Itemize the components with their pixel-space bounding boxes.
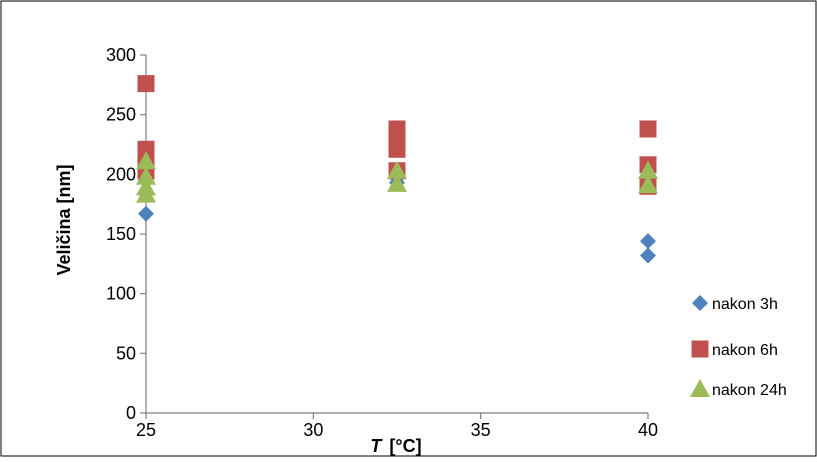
data-point bbox=[136, 184, 156, 203]
x-axis-symbol: T bbox=[370, 436, 383, 456]
y-tick-label: 250 bbox=[106, 105, 136, 125]
y-tick-label: 0 bbox=[126, 403, 136, 423]
data-point bbox=[387, 160, 407, 179]
data-point bbox=[640, 233, 656, 250]
data-point bbox=[137, 75, 155, 93]
data-point bbox=[387, 173, 407, 192]
legend-label: nakon 6h bbox=[712, 342, 778, 359]
legend: nakon 3h nakon 6h nakon 24h bbox=[690, 295, 787, 399]
tick-labels: 0 50 100 150 200 250 300 25 30 35 40 bbox=[106, 45, 658, 440]
data-point bbox=[388, 140, 406, 158]
data-point bbox=[638, 160, 658, 179]
y-tick-label: 150 bbox=[106, 224, 136, 244]
legend-marker bbox=[691, 340, 709, 358]
data-point bbox=[136, 166, 156, 185]
legend-label: nakon 3h bbox=[712, 296, 778, 313]
x-tick-label: 35 bbox=[471, 420, 491, 440]
legend-label: nakon 24h bbox=[712, 382, 787, 399]
data-point bbox=[136, 151, 156, 170]
y-tick-label: 100 bbox=[106, 284, 136, 304]
x-tick-label: 25 bbox=[136, 420, 156, 440]
data-points bbox=[136, 75, 658, 264]
legend-marker bbox=[690, 379, 710, 397]
y-tick-label: 300 bbox=[106, 45, 136, 65]
legend-marker bbox=[692, 295, 708, 311]
x-tick-label: 30 bbox=[303, 420, 323, 440]
x-tick-label: 40 bbox=[638, 420, 658, 440]
y-tick-label: 200 bbox=[106, 164, 136, 184]
data-point bbox=[638, 175, 658, 194]
x-axis-unit: [°C] bbox=[389, 436, 421, 456]
series-nakon-24h bbox=[136, 151, 658, 203]
data-point bbox=[639, 120, 657, 138]
y-tick-label: 50 bbox=[116, 343, 136, 363]
data-point bbox=[138, 205, 154, 222]
y-axis-title: Veličina [nm] bbox=[54, 164, 74, 275]
x-axis-title: T [°C] bbox=[370, 436, 421, 456]
data-point bbox=[640, 247, 656, 264]
